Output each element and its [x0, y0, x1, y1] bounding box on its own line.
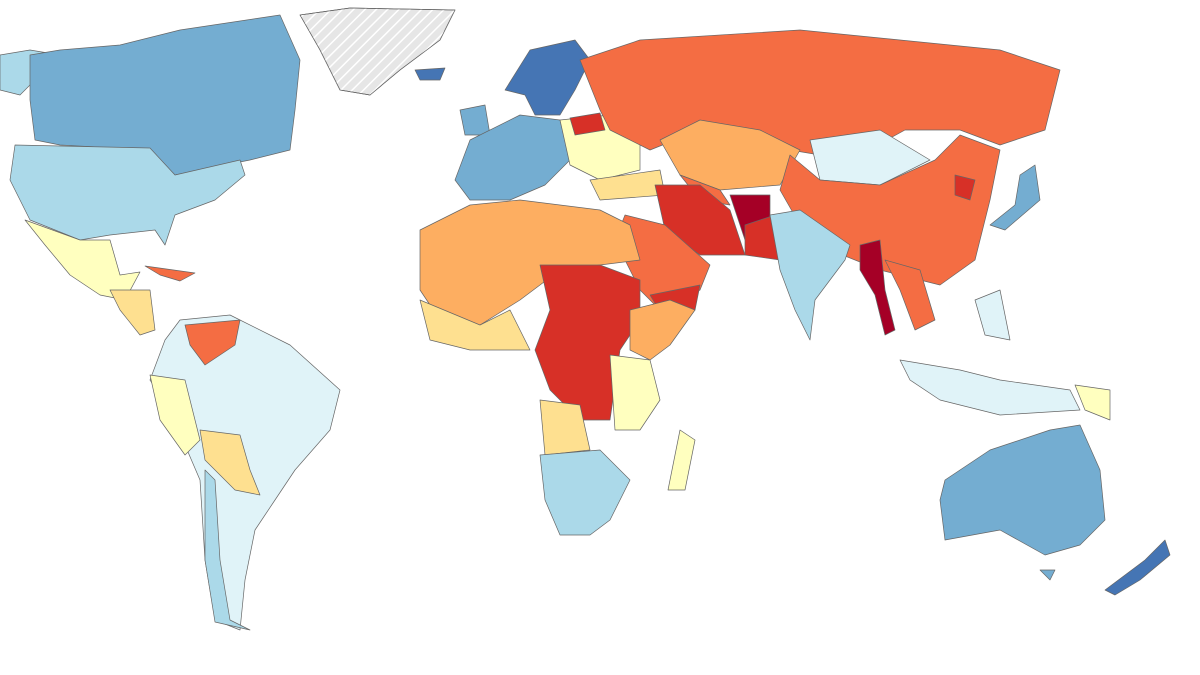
- country-region: [414, 67, 446, 81]
- country-region: [1039, 569, 1056, 581]
- country-region: [809, 129, 931, 186]
- country-region: [769, 209, 851, 341]
- country-region: [204, 469, 251, 631]
- country-region: [29, 14, 301, 176]
- country-region: [24, 219, 141, 301]
- country-region: [939, 424, 1106, 556]
- country-region: [974, 289, 1011, 341]
- country-region: [989, 164, 1041, 231]
- country-region: [569, 112, 606, 136]
- country-region: [109, 289, 156, 336]
- country-region: [539, 449, 631, 536]
- country-region: [667, 429, 696, 491]
- country-region: [504, 39, 591, 116]
- country-region: [454, 114, 571, 201]
- country-region: [9, 144, 246, 246]
- country-region: [149, 374, 201, 456]
- country-region: [184, 319, 241, 366]
- no-data-hatch: [299, 7, 456, 96]
- country-region: [419, 299, 531, 351]
- country-region: [899, 359, 1081, 416]
- country-region: [539, 399, 591, 456]
- country-region: [954, 174, 976, 201]
- country-region: [199, 429, 261, 496]
- country-region: [144, 265, 196, 282]
- country-region: [884, 259, 936, 331]
- country-region: [609, 354, 661, 431]
- country-region: [1104, 539, 1171, 596]
- country-region: [629, 299, 696, 361]
- country-region: [859, 239, 896, 336]
- country-region: [1074, 384, 1111, 421]
- country-region: [459, 104, 491, 136]
